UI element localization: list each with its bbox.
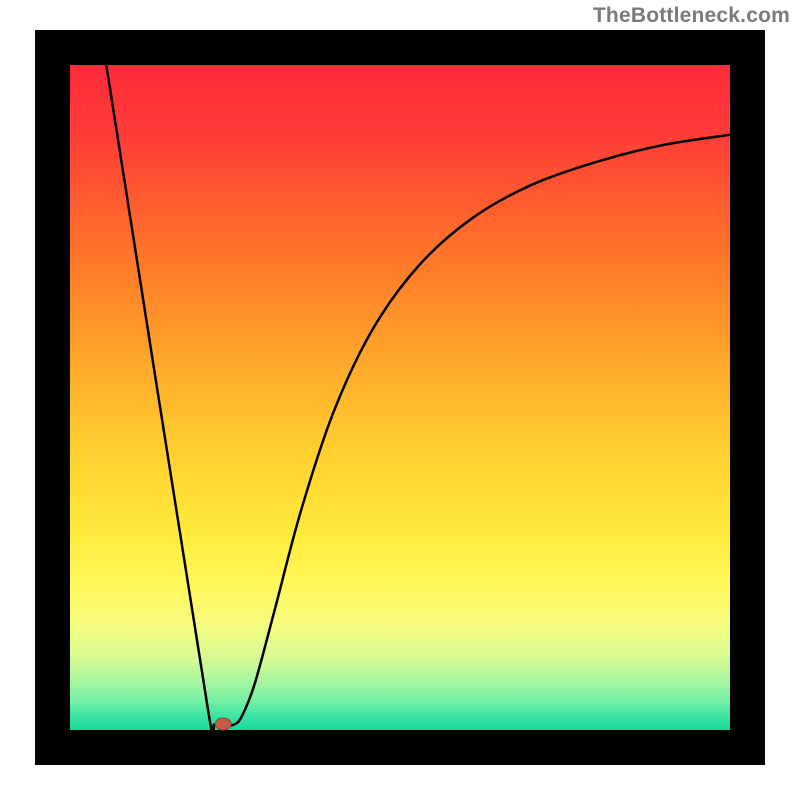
plot-background: [70, 65, 730, 730]
chart-canvas: TheBottleneck.com: [0, 0, 800, 800]
chart-svg: [35, 30, 765, 765]
watermark-text: TheBottleneck.com: [593, 4, 790, 28]
plot-frame: [35, 30, 765, 765]
minimum-marker: [215, 718, 231, 730]
